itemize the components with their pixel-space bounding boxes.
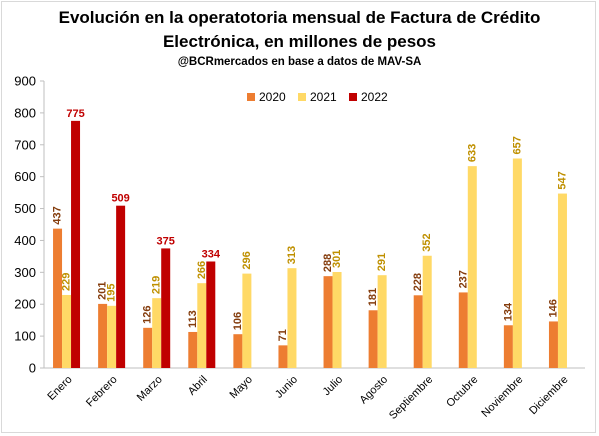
bar-2020-marzo: [143, 327, 153, 368]
data-label-2020-septiembre: 228: [412, 273, 424, 291]
data-label-2020-febrero: 201: [97, 282, 109, 300]
bar-2021-abril: [197, 283, 207, 368]
y-tick-label: 400: [14, 233, 36, 248]
bar-2021-noviembre: [512, 158, 522, 368]
y-tick-label: 0: [29, 361, 36, 376]
data-label-2021-mayo: 296: [241, 251, 253, 269]
bar-2022-enero: [71, 120, 81, 368]
data-label-2021-diciembre: 547: [556, 171, 568, 189]
legend-label-2021: 2021: [310, 90, 337, 104]
x-tick-label: Junio: [273, 374, 300, 401]
y-tick-label: 500: [14, 201, 36, 216]
y-tick-label: 300: [14, 265, 36, 280]
data-label-2020-noviembre: 134: [502, 302, 514, 321]
data-label-2022-febrero: 509: [111, 193, 129, 205]
data-label-2021-octubre: 633: [466, 144, 478, 162]
bar-2021-octubre: [467, 166, 477, 368]
data-label-2020-marzo: 126: [142, 305, 154, 323]
x-tick-label: Enero: [45, 374, 74, 403]
x-tick-label: Agosto: [358, 374, 391, 407]
data-label-2022-enero: 775: [66, 108, 84, 120]
data-label-2021-agosto: 291: [376, 253, 388, 271]
data-label-2020-octubre: 237: [457, 270, 469, 288]
y-tick-label: 900: [14, 74, 36, 89]
bar-2020-mayo: [233, 334, 243, 368]
x-tick-label: Diciembre: [527, 374, 570, 417]
chart-title-line-1: Evolución en la operatotoria mensual de …: [58, 8, 541, 27]
data-label-2021-septiembre: 352: [421, 233, 433, 251]
x-tick-label: Mayo: [227, 374, 255, 402]
bar-2021-mayo: [242, 273, 252, 368]
bar-2020-julio: [323, 276, 333, 368]
bar-2020-agosto: [368, 310, 378, 368]
data-label-2021-enero: 229: [61, 273, 73, 291]
x-tick-label: Julio: [321, 374, 345, 398]
bar-2020-octubre: [458, 292, 468, 368]
bar-2022-abril: [206, 261, 216, 368]
bar-2021-septiembre: [422, 255, 432, 368]
bar-2021-enero: [62, 294, 72, 368]
bar-2021-marzo: [152, 298, 162, 368]
x-tick-label: Octubre: [444, 374, 480, 410]
legend-swatch-2020: [247, 93, 255, 101]
bar-2022-marzo: [161, 248, 171, 368]
data-label-2021-noviembre: 657: [511, 136, 523, 154]
data-label-2021-abril: 266: [196, 261, 208, 279]
x-tick-label: Septiembre: [387, 374, 435, 422]
bar-2021-junio: [287, 268, 297, 368]
data-label-2021-junio: 313: [286, 246, 298, 264]
bar-2021-diciembre: [557, 193, 567, 368]
x-tick-label: Abril: [186, 374, 210, 398]
y-tick-label: 100: [14, 329, 36, 344]
data-label-2021-julio: 301: [331, 250, 343, 268]
x-tick-label: Marzo: [135, 374, 165, 404]
data-label-2022-marzo: 375: [157, 235, 175, 247]
bar-2021-julio: [332, 272, 342, 368]
y-tick-label: 700: [14, 137, 36, 152]
data-label-2020-abril: 113: [187, 310, 199, 328]
bar-2020-septiembre: [413, 295, 423, 368]
x-tick-label: Noviembre: [479, 374, 525, 420]
legend-swatch-2021: [298, 93, 306, 101]
bar-2021-febrero: [107, 305, 117, 368]
bar-2021-agosto: [377, 275, 387, 368]
data-label-2022-abril: 334: [202, 248, 221, 260]
chart-title-line-2: Electrónica, en millones de pesos: [162, 32, 437, 51]
data-label-2020-julio: 288: [322, 254, 334, 272]
bar-2022-febrero: [116, 205, 126, 368]
data-label-2020-mayo: 106: [232, 312, 244, 330]
bar-2020-noviembre: [503, 325, 513, 368]
y-tick-label: 600: [14, 169, 36, 184]
y-tick-label: 800: [14, 105, 36, 120]
data-label-2020-agosto: 181: [367, 288, 379, 306]
chart-subtitle: @BCRmercados en base a datos de MAV-SA: [177, 56, 422, 68]
data-label-2020-diciembre: 146: [547, 299, 559, 317]
y-tick-label: 200: [14, 297, 36, 312]
bar-2020-abril: [188, 331, 198, 368]
legend-label-2022: 2022: [361, 90, 388, 104]
data-label-2020-enero: 437: [52, 206, 64, 224]
data-label-2021-marzo: 219: [151, 276, 163, 294]
data-label-2021-febrero: 195: [106, 283, 118, 301]
bar-2020-enero: [53, 228, 63, 368]
bar-2020-junio: [278, 345, 288, 368]
bar-2020-diciembre: [548, 321, 558, 368]
legend-label-2020: 2020: [259, 90, 286, 104]
legend-swatch-2022: [349, 93, 357, 101]
data-label-2020-junio: 71: [277, 329, 289, 341]
bar-2020-febrero: [98, 303, 108, 368]
x-tick-label: Febrero: [84, 374, 120, 410]
